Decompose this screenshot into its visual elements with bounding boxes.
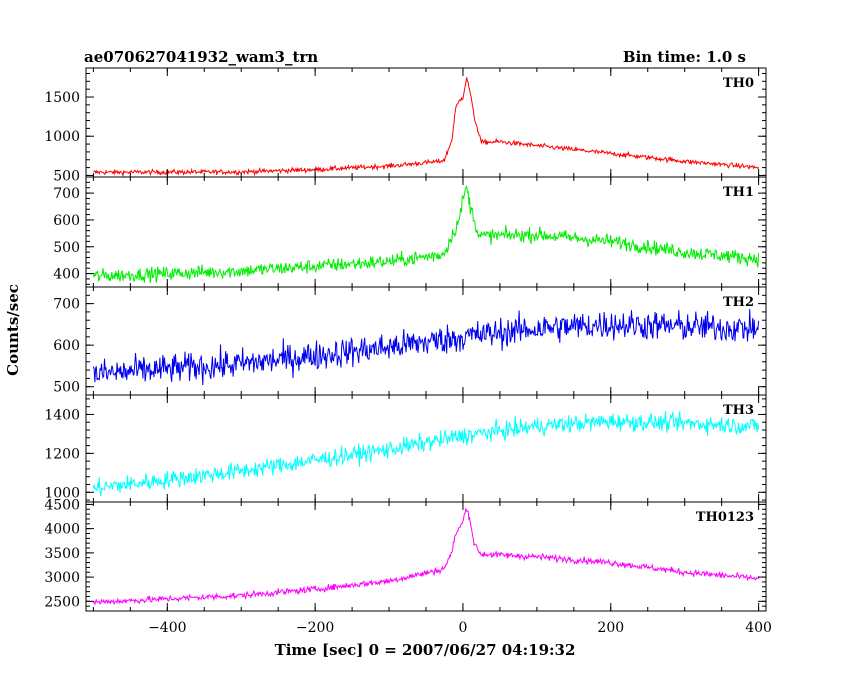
x-tick-label: 200 [597, 620, 624, 636]
bin-time-label: Bin time: 1.0 s [623, 48, 746, 66]
y-tick-label: 500 [53, 240, 80, 256]
panel-label-th1: TH1 [723, 185, 754, 200]
y-axis-label: Counts/sec [4, 284, 22, 376]
panel-th2: 500 600 700 TH2 [53, 286, 767, 396]
y-tick-label: 700 [53, 297, 80, 313]
series-line-th0123 [92, 508, 760, 606]
series-line-th0 [93, 77, 760, 178]
y-tick-label: 700 [53, 186, 80, 202]
panel-frame [85, 501, 767, 612]
panel-th1: 400 500 600 700 TH1 [53, 176, 767, 288]
x-tick-label: 0 [458, 620, 467, 636]
x-tick-label: −400 [148, 620, 186, 636]
chart-title: ae070627041932_wam3_trn [84, 48, 318, 66]
panel-th0123: 2500 3000 3500 4000 4500 TH0123 [44, 497, 767, 612]
y-tick-label: 1000 [44, 485, 80, 501]
y-tick-label: 4500 [44, 497, 80, 513]
x-tick-label: −200 [296, 620, 334, 636]
y-tick-label: 1400 [44, 407, 80, 423]
series-line-th3 [92, 410, 760, 496]
series-line-th1 [92, 185, 760, 283]
panel-label-th3: TH3 [723, 403, 754, 418]
panel-frame [85, 176, 767, 288]
panel-label-th2: TH2 [723, 295, 754, 310]
y-tick-label: 1000 [44, 129, 80, 145]
panel-frame [85, 394, 767, 503]
y-tick-label: 1500 [44, 90, 80, 106]
panel-th3: 1000 1200 1400 TH3 [44, 394, 767, 503]
y-tick-label: 500 [53, 168, 80, 184]
x-axis-label: Time [sec] 0 = 2007/06/27 04:19:32 [275, 641, 576, 659]
panel-label-th0: TH0 [723, 76, 754, 91]
y-tick-label: 600 [53, 213, 80, 229]
y-tick-label: 500 [53, 380, 80, 396]
y-tick-label: 2500 [44, 594, 80, 610]
x-tick-label: 400 [745, 620, 772, 636]
panel-th0: 500 1000 1500 TH0 [44, 67, 767, 184]
y-tick-label: 600 [53, 338, 80, 354]
y-tick-label: 3000 [44, 570, 80, 586]
y-tick-label: 4000 [44, 522, 80, 538]
y-tick-label: 3500 [44, 546, 80, 562]
series-line-th2 [92, 308, 760, 386]
panel-label-th0123: TH0123 [696, 510, 754, 525]
y-tick-label: 400 [53, 267, 80, 283]
y-tick-label: 1200 [44, 446, 80, 462]
panels-group: 500 1000 1500 TH0 400 500 600 700 TH1 500 600 700 TH… [44, 67, 772, 636]
